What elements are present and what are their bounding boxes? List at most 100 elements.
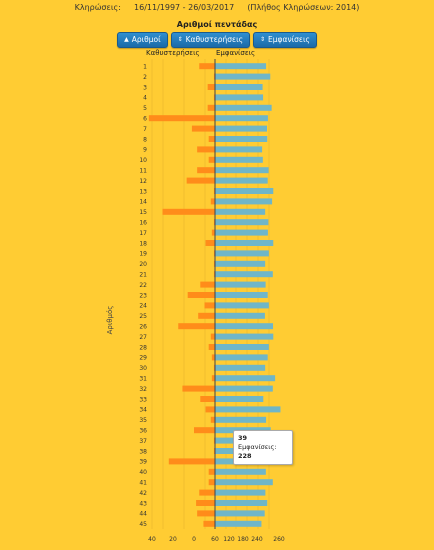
category-label: 10 — [139, 157, 147, 164]
sort-both-arrow-icon: ⇕ — [260, 36, 266, 43]
appearance-bar — [215, 146, 263, 153]
x-tick-label: 120 — [223, 536, 235, 543]
appearances-column-header: Εμφανίσεις — [216, 49, 256, 57]
category-label: 36 — [139, 428, 147, 435]
category-label: 32 — [139, 386, 147, 393]
appearance-bar — [215, 188, 274, 194]
delay-bar — [211, 354, 215, 361]
category-label: 31 — [139, 376, 147, 383]
delay-bar — [197, 510, 215, 517]
appearance-bar — [215, 344, 269, 350]
category-label: 33 — [139, 396, 147, 403]
delay-bar — [208, 479, 215, 486]
category-label: 35 — [139, 417, 147, 424]
category-label: 12 — [139, 178, 147, 185]
x-tick-label: 240 — [251, 536, 263, 543]
appearance-bar — [215, 125, 267, 132]
delay-bar — [191, 125, 215, 132]
category-label: 28 — [139, 344, 147, 351]
appearance-bar — [215, 520, 262, 527]
delay-bar — [200, 396, 215, 402]
appearance-bar — [215, 468, 266, 475]
draws-header: Κληρώσεις: 16/11/1997 - 26/03/2017 (Πλήθ… — [0, 3, 434, 12]
sort-both-arrow-icon: ⇕ — [177, 36, 183, 43]
appearance-bar — [215, 323, 274, 330]
tooltip: 39 Εμφανίσεις: 228 — [233, 430, 293, 465]
category-label: 9 — [143, 147, 147, 154]
tooltip-value: 228 — [238, 452, 252, 460]
category-label: 17 — [139, 230, 147, 237]
delay-bar — [213, 188, 215, 194]
category-label: 24 — [139, 303, 147, 310]
delay-bar — [187, 292, 215, 298]
delay-bar — [168, 458, 215, 465]
appearance-bar — [215, 219, 269, 226]
delay-bar — [213, 448, 215, 454]
category-label: 39 — [139, 459, 147, 466]
delay-bar — [186, 177, 215, 184]
category-label: 11 — [139, 168, 147, 175]
category-label: 43 — [139, 500, 147, 507]
delay-bar — [148, 115, 215, 122]
category-label: 18 — [139, 240, 147, 247]
sort-by-appearances-button[interactable]: ⇕ Εμφανίσεις — [253, 32, 317, 48]
draws-label: Κληρώσεις: — [74, 3, 121, 12]
appearance-bar — [215, 364, 266, 371]
sort-by-number-button[interactable]: ▲ Αριθμοί — [117, 32, 168, 48]
category-label: 6 — [143, 116, 147, 123]
delay-bar — [162, 208, 215, 215]
category-label: 40 — [139, 469, 147, 476]
appearance-bar — [215, 104, 272, 111]
delay-bar — [204, 302, 215, 309]
appearance-bar — [215, 63, 267, 70]
appearance-bar — [215, 500, 268, 506]
delay-bar — [213, 271, 215, 278]
category-label: 34 — [139, 407, 147, 414]
category-label: 8 — [143, 136, 147, 143]
delay-bar — [213, 260, 215, 267]
delay-bar — [213, 364, 215, 371]
appearance-bar — [215, 115, 268, 122]
x-tick-label: 0 — [192, 536, 196, 543]
delay-bar — [203, 520, 215, 527]
category-label: 5 — [143, 105, 147, 112]
category-label: 16 — [139, 220, 147, 227]
sort-up-arrow-icon: ▲ — [124, 36, 129, 43]
category-label: 14 — [139, 199, 147, 206]
delay-bar — [198, 312, 215, 319]
delay-bar — [208, 468, 215, 475]
delay-bar — [211, 229, 215, 236]
delay-bar — [213, 250, 215, 257]
appearance-bar — [215, 416, 267, 423]
category-label: 22 — [139, 282, 147, 289]
delay-bar — [213, 219, 215, 226]
delay-bar — [207, 104, 215, 111]
sort-by-appearances-label: Εμφανίσεις — [268, 35, 310, 44]
category-label: 25 — [139, 313, 147, 320]
chart-title: Αριθμοί πεντάδας — [176, 20, 258, 29]
appearance-bar — [215, 73, 271, 80]
category-label: 27 — [139, 334, 147, 341]
delay-bar — [178, 323, 215, 330]
draws-count: (Πλήθος Κληρώσεων: 2014) — [247, 3, 360, 12]
appearance-bar — [215, 167, 269, 174]
sort-by-delay-button[interactable]: ⇕ Καθυστερήσεις — [170, 32, 251, 48]
appearance-bar — [215, 281, 266, 288]
delay-bar — [210, 198, 215, 205]
appearance-bar — [215, 260, 266, 267]
category-label: 23 — [139, 292, 147, 299]
appearance-bar — [215, 354, 268, 361]
appearance-bar — [215, 302, 269, 309]
appearance-bar — [215, 333, 274, 340]
sort-buttons: ▲ Αριθμοί ⇕ Καθυστερήσεις ⇕ Εμφανίσεις — [0, 32, 434, 48]
appearance-bar — [215, 198, 273, 205]
category-label: 38 — [139, 448, 147, 455]
delay-bar — [208, 136, 215, 142]
sort-by-number-label: Αριθμοί — [131, 35, 161, 44]
appearance-bar — [215, 156, 263, 163]
category-label: 15 — [139, 209, 147, 216]
category-label: 26 — [139, 324, 147, 331]
delay-bar — [199, 63, 215, 70]
x-tick-label: 40 — [148, 536, 156, 543]
category-label: 41 — [139, 480, 147, 487]
